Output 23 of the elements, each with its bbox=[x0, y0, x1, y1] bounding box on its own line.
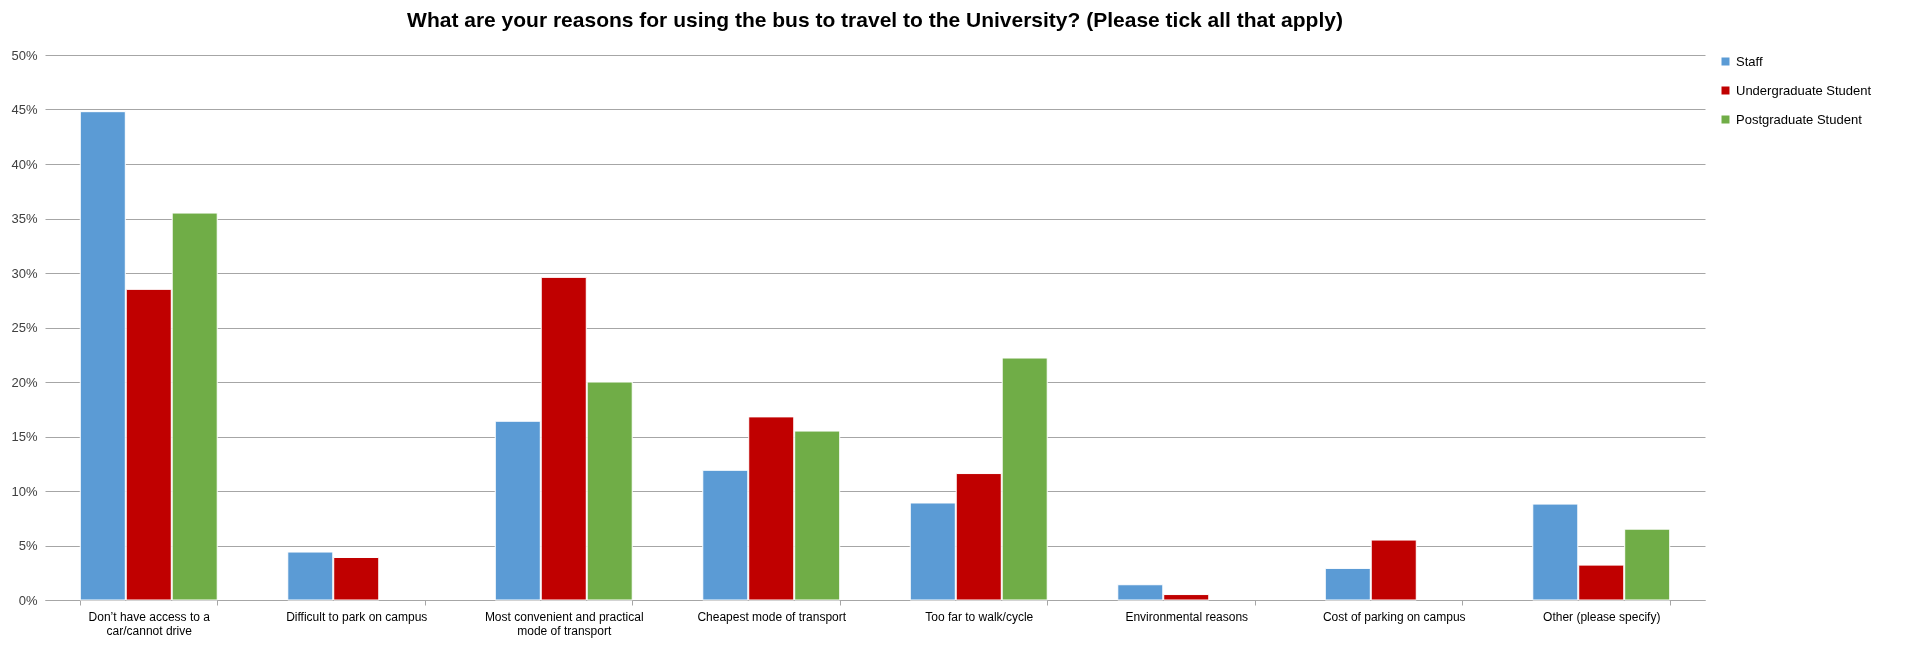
y-tick-label: 5% bbox=[18, 538, 38, 553]
x-tick-label: Environmental reasons bbox=[1125, 609, 1249, 624]
y-tick-label: 15% bbox=[11, 429, 38, 444]
legend-label: Undergraduate Student bbox=[1736, 82, 1872, 98]
y-tick-label: 20% bbox=[11, 374, 38, 390]
y-tick-label: 0% bbox=[18, 592, 38, 608]
x-tick-label: Difficult to park on campus bbox=[286, 609, 428, 624]
y-tick-label: 40% bbox=[11, 156, 38, 172]
y-tick-label: 10% bbox=[11, 483, 38, 499]
legend-label: Postgraduate Student bbox=[1736, 111, 1863, 127]
y-tick-label: 45% bbox=[11, 102, 38, 117]
x-tick-label: Most convenient and practical mode of transport bbox=[484, 609, 644, 638]
x-tick-label: Too far to walk/cycle bbox=[925, 609, 1034, 624]
x-tick-label: Other (please specify) bbox=[1543, 609, 1661, 624]
chart-title: What are your reasons for using the bus to travel to the University? (Please tick all that apply) bbox=[407, 8, 1343, 31]
y-tick-label: 35% bbox=[11, 211, 38, 226]
x-tick-label: Cost of parking on campus bbox=[1322, 609, 1466, 624]
y-tick-label: 50% bbox=[11, 47, 38, 63]
x-tick-label: Don’t have access to a car/cannot drive bbox=[88, 609, 211, 638]
y-tick-label: 25% bbox=[11, 320, 38, 335]
y-tick-label: 30% bbox=[11, 265, 38, 281]
legend-label: Staff bbox=[1736, 53, 1763, 69]
x-tick-label: Cheapest mode of transport bbox=[697, 609, 847, 624]
